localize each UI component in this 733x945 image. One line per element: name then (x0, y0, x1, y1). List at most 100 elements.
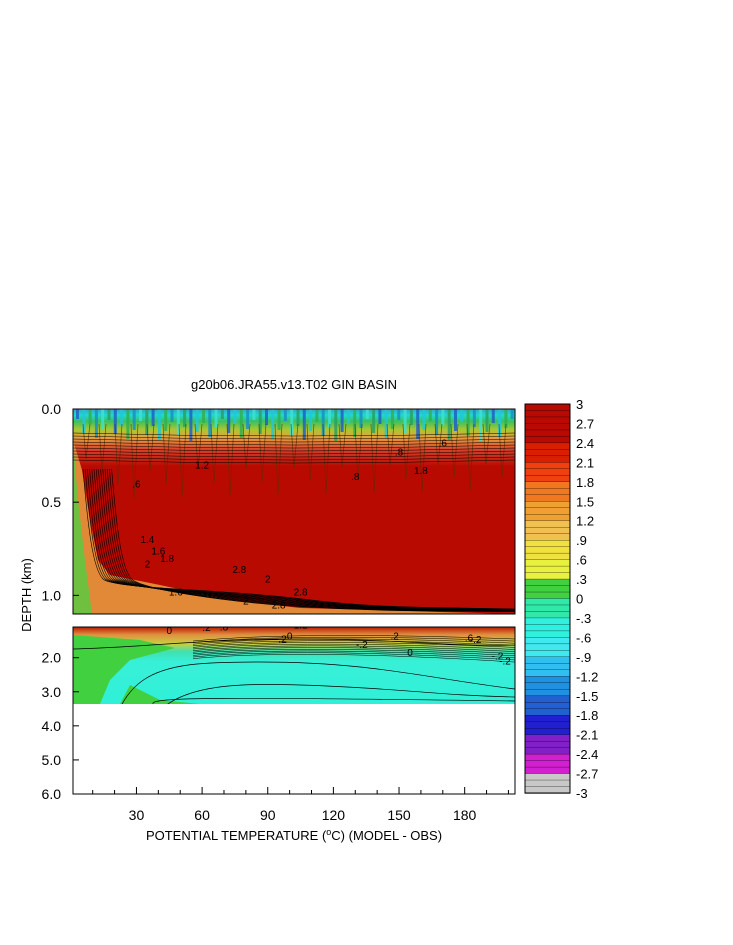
surface-streak (447, 409, 451, 440)
colorbar-swatch (524, 514, 571, 522)
surface-streak (372, 409, 376, 433)
upper-left-edge (73, 440, 92, 614)
contour-line (192, 654, 515, 663)
colorbar-label: 1.2 (576, 514, 594, 529)
colorbar-swatch (524, 598, 571, 606)
x-tick-label: 90 (260, 807, 276, 823)
surface-streak (189, 409, 193, 441)
surface-contour-spike (354, 423, 363, 481)
surface-streak (132, 409, 136, 430)
x-tick-label: 150 (387, 807, 411, 823)
colorbar-swatch (524, 429, 571, 438)
contour-line (192, 650, 515, 659)
surface-streak (271, 409, 275, 439)
surface-streak (454, 409, 457, 431)
surface-streak (321, 409, 325, 436)
contour-label: 0 (166, 626, 172, 637)
contour-label: .8 (395, 448, 404, 459)
contour-label: 1.6 (151, 546, 165, 557)
colorbar-label: 2.4 (576, 436, 594, 451)
contour-label: 2 (243, 597, 249, 608)
surface-streak (365, 409, 369, 419)
surface-streak (145, 409, 149, 435)
surface-streak (258, 409, 262, 434)
colorbar-label: 1.5 (576, 494, 594, 509)
surface-streak (120, 409, 124, 425)
contour-line (73, 450, 515, 455)
surface-streak (170, 409, 174, 422)
colorbar-swatch (524, 786, 571, 794)
colorbar-swatch (524, 546, 571, 554)
surface-streak (283, 409, 287, 421)
contour-line (192, 638, 515, 645)
surface-contour-spike (306, 423, 315, 482)
x-axis: 30 60 90 120 150 180 (92, 787, 509, 823)
contour-label: 1.8 (160, 554, 174, 565)
contour-label: .8 (351, 472, 360, 483)
contour-line (192, 640, 515, 647)
colorbar-swatch (524, 663, 571, 671)
colorbar-swatch (524, 423, 571, 431)
colorbar-labels: 3 2.7 2.4 2.1 1.8 1.5 1.2 .9 .6 .3 0 -.3 -.6 -.9 -1.2 -… (576, 397, 598, 801)
surface-streak (409, 409, 413, 425)
contour-label: .2 (202, 623, 211, 634)
colorbar-swatch (524, 559, 571, 567)
colorbar-swatch (524, 585, 571, 593)
surface-streak (391, 409, 394, 429)
colorbar-swatch (524, 475, 571, 483)
colorbar-label: -2.1 (576, 728, 598, 743)
surface-streak (227, 409, 231, 433)
colorbar-swatch (524, 507, 571, 515)
upper-panel-frame (72, 408, 516, 615)
contour-label: 1.2 (294, 621, 308, 632)
contour-label: 1.2 (195, 461, 209, 472)
colorbar-swatch (524, 617, 571, 626)
colorbar-swatch (524, 403, 571, 412)
colorbar-label: 0 (576, 592, 583, 607)
colorbar-swatch (524, 740, 571, 749)
contour-line (73, 447, 515, 452)
contour-line (192, 645, 515, 652)
surface-streak (428, 409, 432, 421)
surface-streak (126, 409, 130, 439)
contour-label: .8 (220, 622, 229, 633)
contour-line (73, 456, 515, 461)
contour-line (73, 459, 515, 464)
colorbar-label: -2.7 (576, 767, 598, 782)
colorbar-swatch (524, 468, 571, 476)
surface-streak (441, 409, 445, 426)
surface-streak (397, 409, 401, 420)
surface-streak (384, 409, 388, 438)
surface-contour-spike (450, 423, 459, 479)
surface-contour-spike (146, 423, 155, 472)
colorbar-swatch (524, 462, 571, 470)
x-tick-label: 120 (322, 807, 346, 823)
contour-line (121, 661, 515, 704)
surface-streak (472, 409, 476, 427)
colorbar-swatch (524, 578, 571, 587)
upper-contours: 1.41.61.822.82.61.622.8.81.81.22.8.8.6 (73, 432, 515, 612)
contour-line (192, 642, 515, 648)
lower-left-green-2 (120, 685, 200, 704)
surface-streak (359, 409, 363, 428)
contour-label: 2.8 (294, 587, 308, 598)
y-axis-lower: 2.0 3.0 4.0 5.0 6.0 (42, 650, 79, 802)
y-tick-label: 5.0 (42, 752, 62, 768)
surface-streak (296, 409, 300, 426)
surface-contour-spike (338, 423, 347, 468)
contour-line (192, 643, 515, 650)
surface-streak (94, 409, 98, 438)
colorbar-label: -1.5 (576, 689, 598, 704)
contour-line (192, 652, 515, 661)
colorbar-swatch (524, 695, 571, 703)
colorbar-swatch (524, 527, 571, 535)
surface-streak (220, 409, 224, 419)
colorbar-swatch (524, 572, 571, 580)
contour-line (111, 468, 515, 612)
surface-streak (422, 409, 426, 430)
y-tick-label: 0.0 (42, 401, 62, 417)
surface-contour-spike (82, 423, 91, 460)
surface-streak (157, 409, 161, 440)
contour-line (73, 453, 515, 458)
surface-streak (252, 409, 256, 420)
